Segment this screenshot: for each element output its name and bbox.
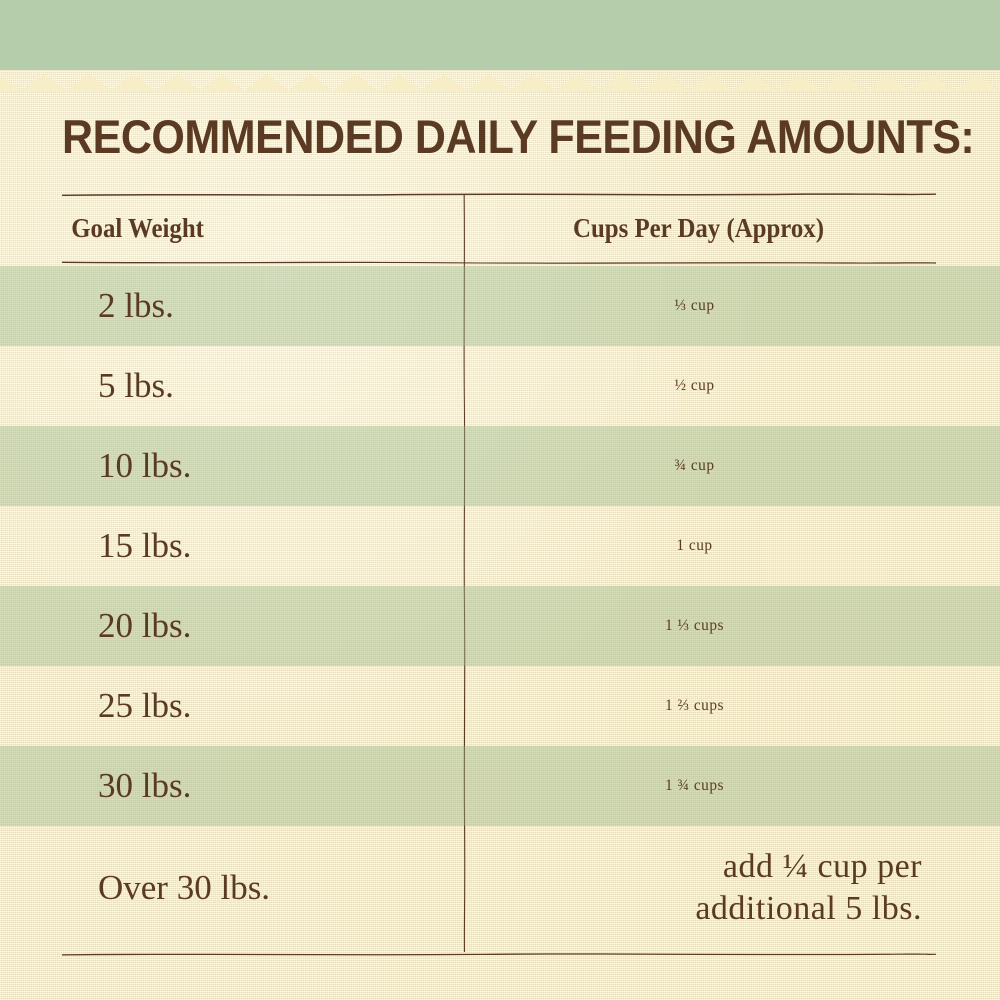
cell-cups-per-day: ¾ cup	[674, 457, 715, 475]
table-row: 2 lbs. ⅓ cup	[0, 266, 1000, 346]
cell-cups-line-1: add ¼ cup per	[722, 847, 922, 885]
table-rule-bottom	[62, 952, 936, 956]
cell-cups-per-day: ⅓ cup	[674, 297, 715, 315]
table-row: 10 lbs. ¾ cup	[0, 426, 1000, 506]
cell-goal-weight: 10 lbs.	[98, 446, 192, 486]
cell-cups-per-day: 1 cup	[676, 537, 713, 555]
table-rule-top	[62, 192, 936, 196]
table-row: 20 lbs. 1 ⅓ cups	[0, 586, 1000, 666]
table-row: 5 lbs. ½ cup	[62, 346, 936, 426]
cell-cups-per-day: 1 ⅔ cups	[664, 697, 725, 715]
cell-cups-line-2: additional 5 lbs.	[695, 890, 922, 927]
table-body: 2 lbs. ⅓ cup 5 lbs. ½ cup 10 lbs. ¾ cup …	[0, 266, 1000, 950]
cell-goal-weight: 30 lbs.	[98, 766, 192, 806]
cell-cups-per-day: add ¼ cup per additional 5 lbs.	[461, 846, 936, 931]
cell-cups-per-day: ½ cup	[674, 377, 715, 395]
table-row: Over 30 lbs. add ¼ cup per additional 5 …	[62, 826, 936, 950]
top-green-banner	[0, 0, 1000, 78]
cell-cups-per-day: 1 ⅓ cups	[664, 617, 725, 635]
cell-goal-weight: 5 lbs.	[98, 366, 174, 406]
paper-zigzag-edge	[0, 70, 1000, 92]
feeding-table: Goal Weight Cups Per Day (Approx) 2 lbs.…	[0, 190, 1000, 958]
column-divider	[461, 194, 467, 952]
page-title: RECOMMENDED DAILY FEEDING AMOUNTS:	[62, 110, 975, 163]
table-row: 25 lbs. 1 ⅔ cups	[62, 666, 936, 746]
cell-goal-weight: Over 30 lbs.	[98, 868, 271, 908]
table-row: 30 lbs. 1 ¾ cups	[0, 746, 1000, 826]
table-rule-header	[62, 260, 936, 264]
cell-goal-weight: 20 lbs.	[98, 606, 192, 646]
paper-sheet	[0, 70, 1000, 1000]
column-header-cups-per-day: Cups Per Day (Approx)	[573, 213, 824, 243]
cell-goal-weight: 15 lbs.	[98, 526, 192, 566]
cell-goal-weight: 2 lbs.	[98, 286, 174, 326]
cell-goal-weight: 25 lbs.	[98, 686, 192, 726]
column-header-goal-weight: Goal Weight	[71, 213, 204, 243]
table-row: 15 lbs. 1 cup	[62, 506, 936, 586]
table-header-row: Goal Weight Cups Per Day (Approx)	[62, 198, 936, 258]
cell-cups-per-day: 1 ¾ cups	[664, 777, 725, 795]
